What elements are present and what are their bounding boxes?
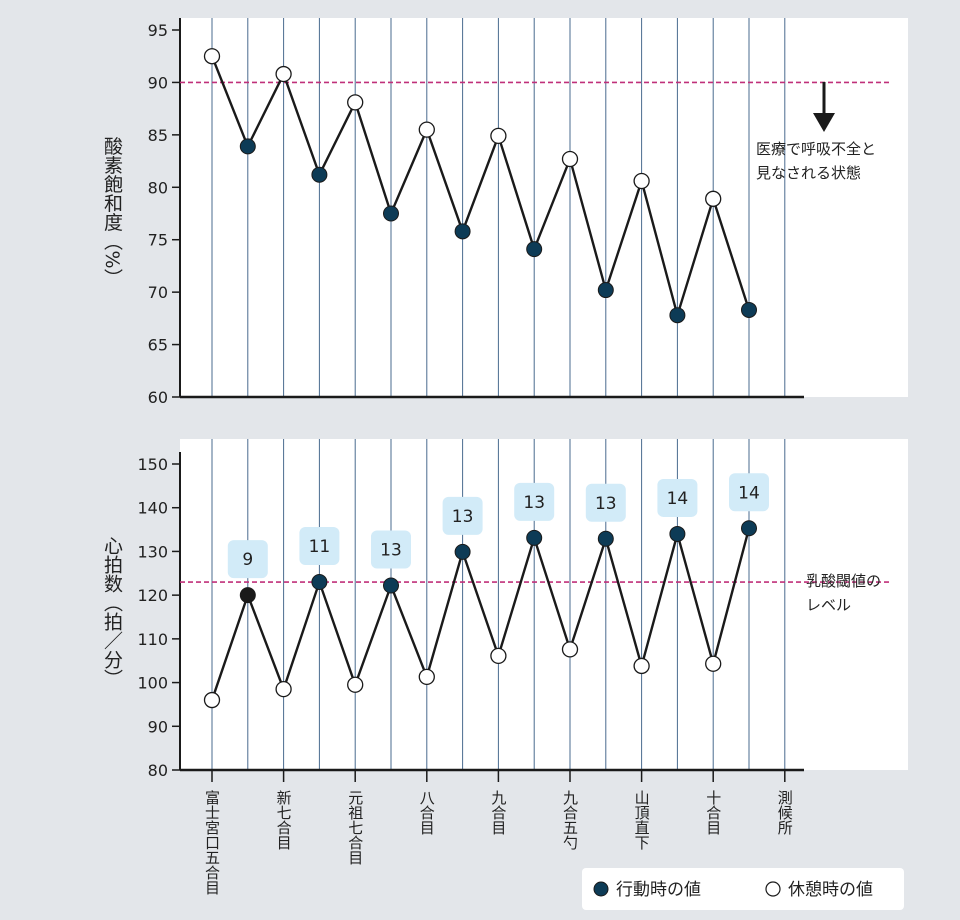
hr-point-action (526, 529, 543, 546)
station-label: 十合目 (704, 790, 722, 835)
hr-badge-label: 13 (380, 541, 402, 561)
station-label: 元祖七合目 (346, 790, 364, 865)
hr-badge-label: 14 (738, 483, 760, 503)
spo2-point-action (311, 166, 328, 183)
hr-point-rest (275, 680, 292, 698)
spo2-point-rest (561, 150, 579, 168)
hr-badge-label: 11 (309, 537, 331, 557)
hr-y-tick-label: 150 (137, 455, 168, 474)
spo2-point-action (239, 138, 256, 155)
station-label: 九合五勺 (561, 790, 579, 851)
hr-annotation-line1: 乳酸閾値の (806, 572, 881, 590)
spo2-point-action (526, 241, 543, 258)
station-label: 富士宮口五合目 (203, 789, 221, 895)
legend-rest-marker (765, 881, 781, 897)
hr-point-action (383, 577, 399, 594)
hr-point-rest (203, 691, 221, 709)
spo2-point-rest (275, 65, 292, 83)
spo2-point-action (454, 223, 471, 240)
spo2-point-action (669, 307, 686, 324)
spo2-y-axis-title: 酸素飽和度（%） (101, 136, 123, 287)
legend-action-marker (593, 881, 609, 897)
legend-rest-label: 休憩時の値 (788, 880, 873, 900)
station-label: 山頂直下 (633, 790, 651, 850)
hr-point-highlight (239, 587, 256, 604)
station-label: 九合目 (489, 790, 507, 835)
hr-series-line (210, 527, 751, 701)
hr-y-tick-label: 110 (137, 630, 168, 649)
hr-badge-label: 14 (667, 489, 689, 509)
hr-y-tick-label: 120 (137, 586, 168, 605)
hr-badge (514, 482, 555, 521)
hr-annotation-line2: レベル (806, 596, 851, 614)
spo2-point-action (597, 282, 614, 299)
hr-badge-label: 9 (242, 550, 253, 570)
hr-badge (299, 527, 340, 566)
hr-y-tick-label: 100 (137, 674, 168, 693)
spo2-point-rest (203, 48, 221, 65)
hr-badge (585, 483, 626, 522)
hr-y-tick-label: 140 (137, 499, 168, 518)
spo2-y-tick-label: 85 (148, 126, 168, 145)
station-label: 測候所 (776, 790, 794, 835)
hr-badge-label: 13 (523, 493, 545, 513)
spo2-point-rest (347, 94, 364, 111)
hr-badge (442, 496, 483, 535)
hr-y-tick-label: 130 (137, 542, 168, 561)
legend-box (582, 868, 904, 910)
hr-y-tick-label: 90 (148, 717, 168, 736)
hr-badge (371, 530, 411, 569)
spo2-y-tick-label: 90 (148, 73, 168, 92)
hr-badge (729, 473, 769, 512)
hr-point-rest (561, 641, 579, 658)
hr-y-axis-title: 心拍数（拍／分） (101, 536, 123, 688)
hr-badge-label: 13 (595, 494, 617, 514)
spo2-point-rest (418, 121, 435, 138)
spo2-annotation-line2: 見なされる状態 (756, 164, 861, 182)
spo2-point-action (741, 301, 757, 318)
hr-point-rest (418, 668, 435, 686)
spo2-y-tick-label: 60 (148, 388, 168, 407)
hr-point-rest (347, 676, 364, 693)
spo2-annotation-line1: 医療で呼吸不全と (756, 140, 876, 158)
station-label: 八合目 (418, 790, 436, 835)
hr-y-tick-label: 80 (148, 761, 168, 780)
down-arrow-icon (813, 82, 835, 132)
hr-point-rest (705, 655, 722, 672)
spo2-point-rest (633, 172, 650, 190)
spo2-y-tick-label: 95 (148, 21, 168, 40)
hr-badge (227, 540, 268, 579)
spo2-point-rest (490, 127, 507, 145)
spo2-plot-area (180, 18, 908, 397)
hr-point-action (741, 520, 757, 537)
hr-point-action (669, 525, 686, 542)
hr-point-rest (490, 647, 507, 665)
spo2-y-tick-label: 65 (148, 336, 168, 355)
station-label: 新七合目 (275, 790, 293, 850)
hr-badge-label: 13 (452, 507, 474, 527)
legend-action-label: 行動時の値 (616, 880, 701, 900)
spo2-y-tick-label: 75 (148, 231, 168, 250)
spo2-point-action (383, 205, 399, 222)
spo2-point-rest (705, 190, 722, 207)
spo2-y-tick-label: 70 (148, 283, 168, 302)
hr-point-action (454, 543, 471, 560)
spo2-y-tick-label: 80 (148, 178, 168, 197)
hr-point-action (311, 574, 328, 591)
spo2-series-line (210, 55, 751, 320)
hr-point-rest (633, 657, 650, 675)
hr-badge (657, 478, 698, 517)
hr-point-action (597, 530, 614, 547)
